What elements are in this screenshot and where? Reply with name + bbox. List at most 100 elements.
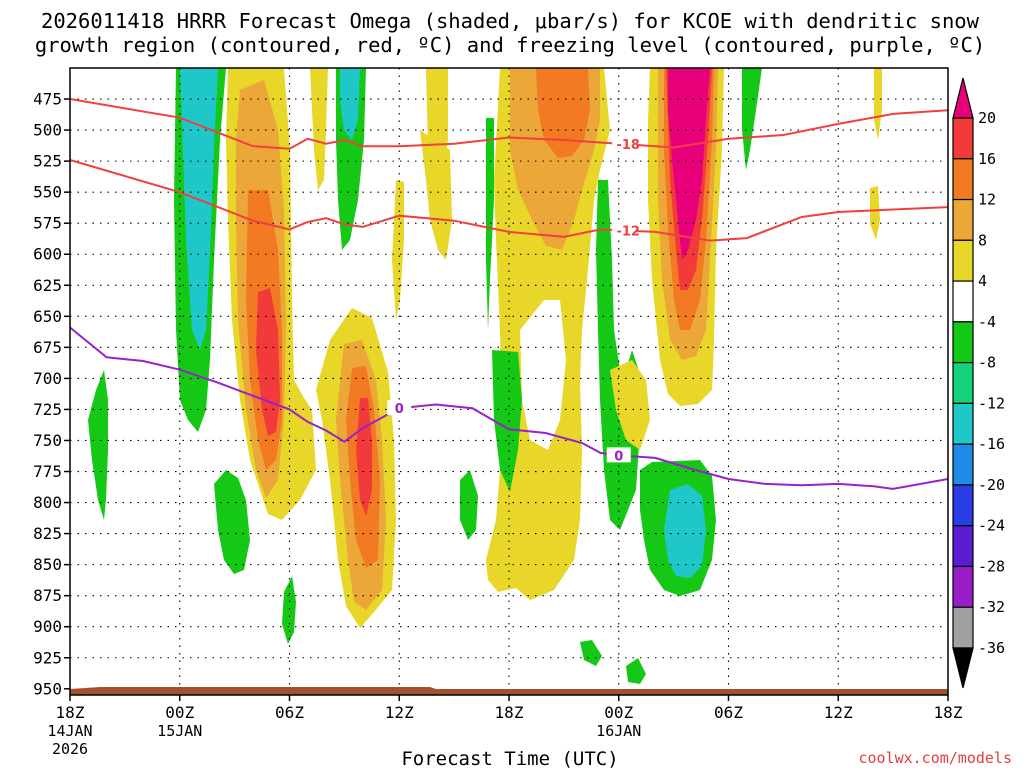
colorbar-bin — [952, 443, 974, 486]
y-tick-label: 500 — [33, 121, 62, 140]
x-date-label: 16JAN — [596, 722, 641, 740]
colorbar-tick-label: -12 — [978, 394, 1005, 412]
colorbar-bin — [952, 525, 974, 568]
omega-area-yellow-spike-b — [392, 180, 404, 320]
colorbar-tick-label: -16 — [978, 435, 1005, 453]
x-date-label: 14JAN — [47, 722, 92, 740]
colorbar-tick-label: -20 — [978, 476, 1005, 494]
omega-area-yellow-top-right-b — [874, 68, 882, 140]
y-tick-label: 900 — [33, 617, 62, 636]
colorbar-tick-label: 20 — [978, 109, 996, 127]
colorbar-tick-label: -8 — [978, 354, 996, 372]
contour-label: 0 — [395, 402, 404, 417]
colorbar-bin — [952, 565, 974, 608]
y-tick-label: 750 — [33, 431, 62, 450]
colorbar-bin — [952, 606, 974, 649]
omega-area-green-blob-3 — [282, 576, 296, 644]
omega-area-green-blob-6 — [626, 658, 646, 684]
y-tick-label: 925 — [33, 648, 62, 667]
y-tick-label: 550 — [33, 183, 62, 202]
omega-area-green-blob-5 — [580, 640, 602, 666]
y-tick-label: 650 — [33, 307, 62, 326]
y-tick-label: 525 — [33, 152, 62, 171]
colorbar-bin — [952, 158, 974, 201]
x-tick-label: 18Z — [934, 703, 963, 722]
x-tick-label: 12Z — [824, 703, 853, 722]
colorbar-bin — [952, 198, 974, 241]
colorbar: 20 16 12 8 4 -4 -8 -12 -16 -20 -24 -28 -32 -36 — [952, 77, 1005, 689]
contour-label-bg — [612, 222, 637, 238]
colorbar-bottom-triangle — [952, 647, 974, 689]
y-tick-label: 675 — [33, 338, 62, 357]
x-date-label: 15JAN — [157, 722, 202, 740]
omega-area-teal-lowlevel — [664, 484, 706, 578]
x-tick-label: 06Z — [714, 703, 743, 722]
x-tick-label: 18Z — [56, 703, 85, 722]
omega-area-green-blob-4 — [460, 470, 478, 540]
omega-area-yellow-col4b — [610, 360, 650, 450]
y-tick-label: 825 — [33, 524, 62, 543]
chart-title-line-1: 2026011418 HRRR Forecast Omega (shaded, … — [41, 9, 980, 33]
omega-area-green-blob-2 — [214, 470, 250, 574]
y-tick-label: 775 — [33, 462, 62, 481]
contour-lines: -18 -12 0 0 — [70, 98, 948, 490]
contour-label: -18 — [616, 138, 640, 153]
y-tick-label: 875 — [33, 586, 62, 605]
colorbar-tick-label: 16 — [978, 150, 996, 168]
colorbar-bin — [952, 280, 974, 323]
omega-area-green-top-right-a — [742, 68, 762, 170]
omega-area-green-strip-a — [486, 118, 494, 330]
colorbar-tick-label: -4 — [978, 313, 996, 331]
x-year-label: 2026 — [52, 740, 88, 758]
y-tick-label: 725 — [33, 400, 62, 419]
contour-label-bg — [612, 136, 637, 152]
colorbar-tick-label: -32 — [978, 598, 1005, 616]
y-tick-label: 600 — [33, 245, 62, 264]
colorbar-tick-label: 4 — [978, 272, 987, 290]
contour-label-bg — [387, 400, 412, 416]
colorbar-bin — [952, 362, 974, 404]
colorbar-top-triangle — [952, 77, 974, 119]
colorbar-tick-label: 8 — [978, 231, 987, 249]
x-axis-label: Forecast Time (UTC) — [401, 748, 618, 768]
x-tick-label: 00Z — [165, 703, 194, 722]
colorbar-tick-label: -24 — [978, 517, 1005, 535]
chart-title-line-2: growth region (contoured, red, ºC) and f… — [35, 33, 985, 57]
colorbar-tick-label: -36 — [978, 639, 1005, 657]
y-tick-label: 625 — [33, 276, 62, 295]
colorbar-bin — [952, 484, 974, 527]
y-tick-label: 475 — [33, 90, 62, 109]
contour-label-bg — [606, 447, 631, 463]
x-tick-label: 06Z — [275, 703, 304, 722]
contour-label: -12 — [616, 224, 640, 239]
terrain-strip — [70, 687, 948, 695]
colorbar-tick-label: 12 — [978, 191, 996, 209]
x-tick-label: 18Z — [495, 703, 524, 722]
omega-shading — [88, 68, 882, 684]
omega-area-teal-spike — [340, 68, 360, 140]
contour-line — [70, 326, 948, 490]
y-axis: 475 500 525 550 575 600 625 650 675 700 725 750 775 8… — [33, 90, 70, 698]
omega-area-yellow-spike-a — [310, 68, 328, 190]
omega-area-white-gap-col4 — [520, 300, 566, 450]
contour-line — [70, 98, 948, 150]
colorbar-tick-label: -28 — [978, 557, 1005, 575]
omega-area-green-blob-1 — [88, 370, 108, 520]
omega-area-green-strip-b — [492, 350, 522, 492]
colorbar-bin — [952, 321, 974, 364]
colorbar-bin — [952, 402, 974, 445]
omega-area-yellow-spike-d — [420, 130, 452, 260]
colorbar-bin — [952, 239, 974, 282]
x-tick-label: 12Z — [385, 703, 414, 722]
y-tick-label: 700 — [33, 369, 62, 388]
y-tick-label: 575 — [33, 214, 62, 233]
y-tick-label: 950 — [33, 679, 62, 698]
omega-area-teal-col1 — [180, 68, 218, 350]
x-tick-label: 00Z — [604, 703, 633, 722]
omega-area-magenta-col5 — [668, 68, 710, 260]
omega-area-red-col3 — [356, 398, 372, 516]
omega-area-orange-col4 — [536, 68, 590, 158]
credit-text: coolwx.com/models — [858, 749, 1012, 767]
